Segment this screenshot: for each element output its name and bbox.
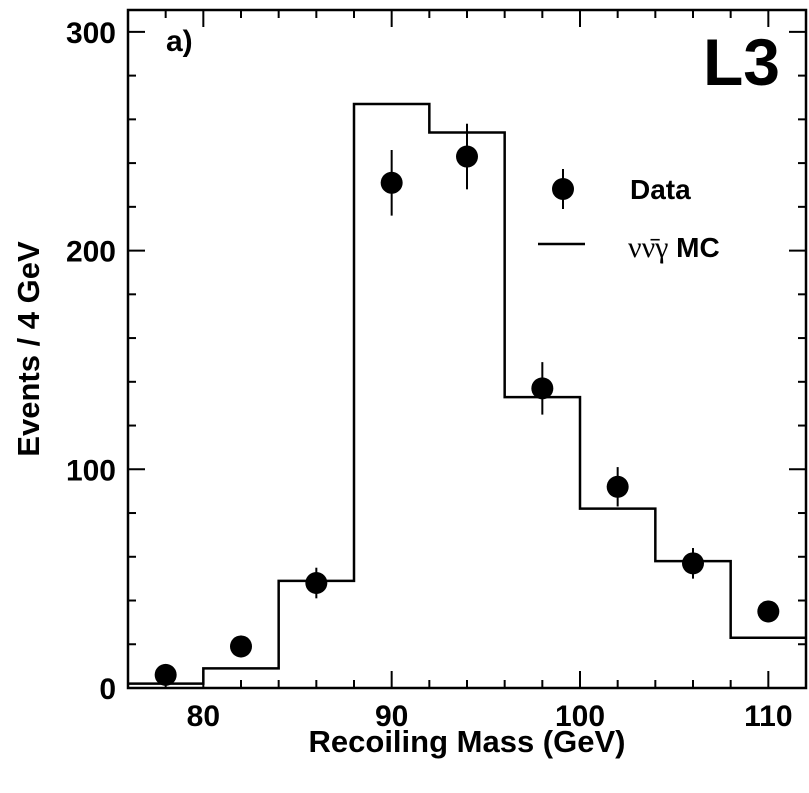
- data-point: [757, 600, 780, 623]
- legend-mc-label: νν̄γ MC: [628, 231, 720, 264]
- experiment-label: L3: [703, 25, 780, 99]
- data-point: [531, 377, 554, 400]
- x-tick-label: 90: [375, 700, 408, 733]
- legend-data-label: Data: [630, 174, 691, 205]
- data-point: [230, 635, 252, 658]
- y-tick-label: 200: [66, 236, 116, 269]
- y-axis-title: Events / 4 GeV: [11, 241, 46, 457]
- y-tick-label: 100: [66, 454, 116, 487]
- data-point: [606, 475, 629, 498]
- data-point: [305, 572, 328, 595]
- legend: Data νν̄γ MC: [538, 169, 720, 264]
- x-tick-label: 80: [187, 700, 220, 733]
- x-axis-title: Recoiling Mass (GeV): [309, 724, 626, 759]
- legend-mc-text: MC: [668, 232, 719, 263]
- legend-mc-greek: νν̄γ: [628, 231, 668, 264]
- y-tick-label: 0: [99, 673, 116, 706]
- y-tick-label: 300: [66, 17, 116, 50]
- x-tick-label: 100: [555, 700, 605, 733]
- data-points-series: [154, 123, 780, 686]
- data-point: [682, 552, 704, 575]
- axes-group: 80 90 100 110 0 100 200 300: [66, 10, 806, 733]
- data-point: [380, 171, 403, 194]
- panel-label: a): [166, 25, 193, 58]
- data-point: [456, 145, 478, 168]
- x-tick-label: 110: [744, 700, 792, 733]
- data-point: [154, 663, 177, 686]
